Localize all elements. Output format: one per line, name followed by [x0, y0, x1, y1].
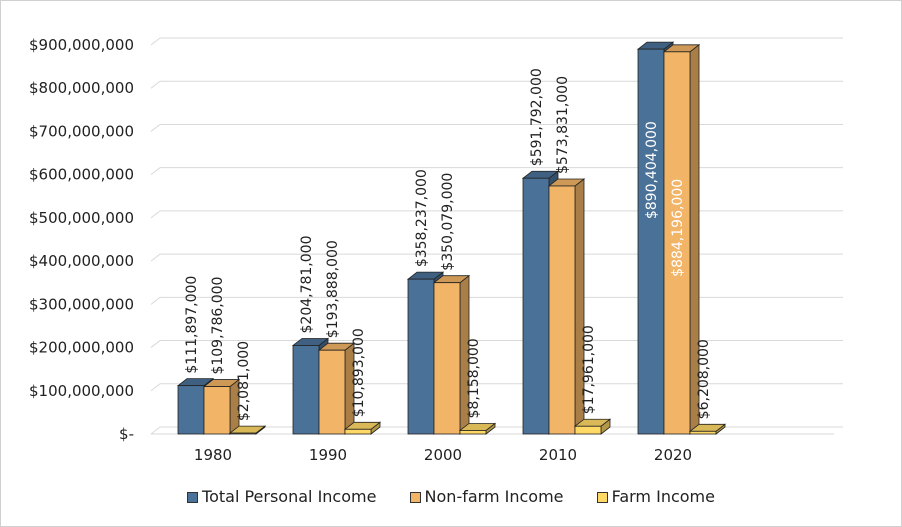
- gridline-depth: [150, 383, 161, 392]
- bar: [637, 48, 665, 435]
- data-label: $884,196,000: [670, 179, 686, 277]
- income-bar-chart: $- $100,000,000 $200,000,000 $300,000,000 $4…: [29, 36, 843, 464]
- y-tick-label: $100,000,000: [29, 382, 134, 400]
- bar: [522, 177, 550, 435]
- gridline-depth: [150, 210, 161, 219]
- legend-swatch-nonfarm: [409, 492, 421, 503]
- y-tick-label: $200,000,000: [29, 339, 134, 357]
- gridline-depth: [150, 426, 161, 435]
- y-tick-label: $400,000,000: [29, 252, 134, 270]
- gridline-depth: [150, 340, 161, 348]
- data-label: $6,208,000: [696, 339, 712, 419]
- bar: [344, 428, 372, 435]
- y-tick-label: $900,000,000: [29, 36, 134, 54]
- legend-swatch-farm: [596, 492, 608, 503]
- bar: [548, 185, 576, 435]
- gridline-depth: [150, 124, 161, 132]
- x-tick-label: 1990: [309, 446, 347, 464]
- data-label: $890,404,000: [644, 121, 660, 219]
- data-label: $358,237,000: [414, 169, 430, 267]
- bar: [459, 430, 487, 435]
- data-label: $204,781,000: [299, 236, 315, 334]
- gridline-depth: [150, 167, 161, 176]
- data-label: $8,158,000: [466, 338, 482, 418]
- bar: [318, 349, 346, 435]
- x-tick-label: 2000: [424, 446, 462, 464]
- y-tick-label: $500,000,000: [29, 209, 134, 227]
- data-label: $591,792,000: [529, 68, 545, 166]
- x-tick-label: 2010: [539, 446, 577, 464]
- bar: [433, 282, 461, 435]
- data-label: $350,079,000: [440, 173, 456, 271]
- legend-label-nonfarm: Non-farm Income: [424, 487, 564, 506]
- legend-swatch-total: [187, 492, 199, 503]
- legend-item-farm: Farm Income: [596, 487, 715, 506]
- data-label: $109,786,000: [210, 277, 226, 375]
- data-label: $573,831,000: [555, 76, 571, 174]
- legend-item-total: Total Personal Income: [187, 487, 376, 506]
- x-tick-label: 1980: [194, 446, 232, 464]
- y-tick-label: $800,000,000: [29, 79, 134, 97]
- data-label: $17,961,000: [581, 325, 597, 414]
- data-label: $193,888,000: [325, 240, 341, 338]
- bar: [407, 278, 435, 435]
- bar: [663, 51, 691, 435]
- gridline-depth: [150, 37, 161, 46]
- bar: [292, 345, 320, 435]
- bar: [574, 425, 602, 435]
- y-tick-label: $600,000,000: [29, 166, 134, 184]
- legend-item-nonfarm: Non-farm Income: [409, 487, 564, 506]
- gridline-depth: [150, 80, 161, 89]
- data-label: $2,081,000: [236, 341, 252, 421]
- data-label: $10,893,000: [351, 328, 367, 417]
- y-tick-label: $-: [119, 425, 134, 443]
- gridline-depth: [150, 253, 161, 262]
- data-label: $111,897,000: [184, 276, 200, 374]
- gridline-depth: [150, 296, 161, 305]
- y-tick-label: $700,000,000: [29, 122, 134, 140]
- legend: Total Personal Income Non-farm Income Fa…: [1, 487, 901, 506]
- legend-label-total: Total Personal Income: [202, 487, 377, 506]
- bar: [177, 385, 205, 435]
- legend-label-farm: Farm Income: [611, 487, 715, 506]
- bar: [229, 432, 257, 435]
- bar: [689, 430, 717, 435]
- y-tick-label: $300,000,000: [29, 295, 134, 313]
- x-tick-label: 2020: [654, 446, 692, 464]
- bar: [203, 386, 231, 435]
